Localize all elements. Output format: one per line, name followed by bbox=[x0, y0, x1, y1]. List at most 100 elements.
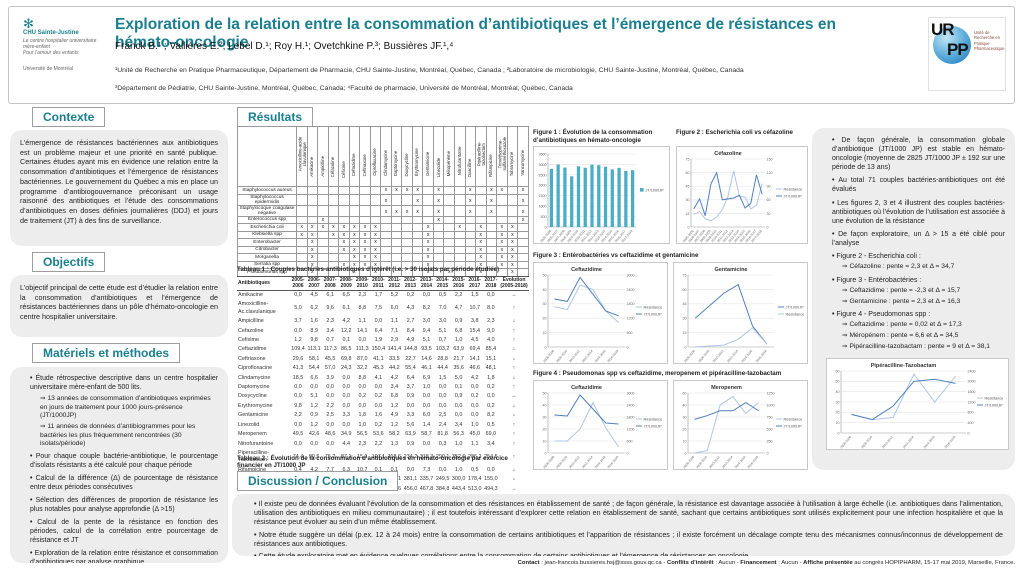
matrix-cell: x bbox=[338, 238, 350, 247]
bacteria-antibiotic-matrix: Amoxicilline-acide clavulanique Amikacine… bbox=[237, 126, 529, 277]
table2-value-cell: 74,4 bbox=[292, 453, 304, 460]
matrix-cell bbox=[348, 193, 361, 206]
header: ✻ CHU Sainte-Justine Le centre hospitali… bbox=[8, 6, 1015, 104]
matrix-cell bbox=[369, 193, 382, 206]
matrix-cell bbox=[390, 245, 403, 255]
table2-value-cell: 6,0 bbox=[422, 412, 431, 419]
table2-value-cell: 15,4 bbox=[469, 327, 480, 334]
table2-antibiotic-name: Cefazoline bbox=[238, 327, 264, 334]
matrix-cell: x bbox=[380, 186, 392, 195]
table2-value-cell: 0,7 bbox=[438, 337, 447, 344]
svg-text:Pipéracilline-Tazobactam: Pipéracilline-Tazobactam bbox=[871, 363, 937, 369]
table2-value-cell: 57,0 bbox=[324, 365, 336, 372]
table2-value-cell: 5,0 bbox=[294, 305, 302, 312]
table2-value-cell: 1,2 bbox=[294, 337, 302, 344]
matrix-cell bbox=[411, 223, 424, 232]
svg-text:Résistance: Résistance bbox=[786, 312, 805, 316]
table2-value-cell: 56,5 bbox=[357, 431, 368, 438]
table2-value-cell: 81,8 bbox=[437, 431, 448, 438]
matrix-cell bbox=[453, 186, 466, 195]
table2-value-cell: 1,0 bbox=[454, 337, 463, 344]
table2-value-cell: 87,1 bbox=[340, 453, 352, 460]
matrix-cell bbox=[338, 253, 350, 262]
matrix-cell bbox=[443, 253, 455, 262]
table2-antibiotic-name: Linezolid bbox=[238, 421, 260, 428]
footer-value[interactable]: : jean-francois.bussieres.hsj@ssss.gouv.… bbox=[539, 560, 667, 566]
table2-value-cell: 118,6 bbox=[387, 453, 401, 460]
svg-text:1200: 1200 bbox=[968, 400, 976, 404]
matrix-cell: x bbox=[485, 204, 498, 217]
svg-text:Résistance: Résistance bbox=[644, 417, 663, 421]
table2-value-cell: 1,5 bbox=[470, 292, 479, 298]
matrix-bacteria-name: Enterobacter bbox=[237, 238, 297, 247]
svg-text:3000: 3000 bbox=[539, 163, 547, 167]
table2-value-cell: 1,1 bbox=[358, 318, 367, 325]
matrix-cell: x bbox=[348, 223, 361, 232]
table2-value-cell: 150,4 bbox=[371, 346, 386, 353]
matrix-cell bbox=[464, 253, 477, 262]
objectifs-panel: L’objectif principal de cette étude est … bbox=[10, 275, 228, 337]
matrix-antibiotic-header: Céfixime bbox=[338, 126, 350, 187]
table2-value-cell: 0,0 bbox=[310, 440, 318, 447]
table2-value-cell: 58,7 bbox=[421, 431, 432, 438]
svg-text:45: 45 bbox=[683, 302, 687, 306]
chu-sainte-justine-logo: ✻ CHU Sainte-Justine Le centre hospitali… bbox=[23, 17, 105, 97]
methodes-bullet-item: Sélection des différences de proportion … bbox=[30, 497, 218, 515]
table2-year-header: 2008- 2009 bbox=[338, 276, 355, 291]
table2-value-cell: 0,0 bbox=[326, 421, 334, 428]
table2-year-header: 2016- 2017 bbox=[466, 276, 483, 291]
table2-value-cell: 48,1 bbox=[485, 365, 497, 372]
table2-value-cell: 0,0 bbox=[342, 384, 350, 391]
discussion-bullet-item: Cette étude exploratoire met en évidence… bbox=[254, 552, 1003, 556]
matrix-cell bbox=[443, 238, 455, 247]
table2-value-cell: 53,6 bbox=[373, 431, 384, 438]
table2-value-cell: 6,9 bbox=[422, 374, 431, 381]
svg-text:30: 30 bbox=[767, 212, 771, 216]
matrix-row: Enterobacter x x x x x x x x x bbox=[237, 238, 529, 247]
table2-value-cell: 85,4 bbox=[485, 346, 497, 353]
matrix-cell: x bbox=[432, 186, 445, 195]
svg-text:Ceftazidime: Ceftazidime bbox=[571, 267, 602, 273]
table2-value-cell: 0,0 bbox=[438, 393, 447, 400]
matrix-cell: x bbox=[380, 193, 392, 206]
table2-value-cell: 3,0 bbox=[422, 318, 431, 325]
matrix-cell: x bbox=[422, 230, 434, 240]
table2-value-cell: 109,4 bbox=[291, 346, 305, 353]
table2-year-header: 2013- 2014 bbox=[418, 276, 435, 291]
matrix-cell bbox=[422, 215, 434, 225]
matrix-antibiotic-header: Amoxicilline-acide clavulanique bbox=[296, 126, 308, 187]
matrix-cell bbox=[475, 193, 487, 206]
footer-value: : Aucun - bbox=[713, 560, 741, 566]
table2-value-cell: 0,0 bbox=[310, 384, 318, 391]
table2-value-cell: 3,4 bbox=[390, 384, 399, 391]
matrix-antibiotic-header: Daptomycine bbox=[390, 126, 403, 187]
matrix-cell: x bbox=[327, 223, 340, 232]
table-row: Ciprofloxacine 41,3 54,4 57,0 24,3 32,2 45,3 44… bbox=[237, 364, 529, 373]
matrix-cell: x bbox=[306, 253, 319, 262]
matrix-cell bbox=[432, 245, 445, 255]
table2-value-cell: 0,9 bbox=[406, 393, 415, 400]
methodes-bullet-item: Calcul de la différence (Δ) de pourcenta… bbox=[30, 475, 218, 493]
matrix-cell bbox=[485, 215, 498, 225]
table-row: Linezolid 0,0 1,2 0,0 0,0 1,0 0,2 1,2 5,6 1,4 2,4 3… bbox=[237, 421, 529, 430]
table2-value-cell: 0,2 bbox=[487, 402, 495, 409]
matrix-cell bbox=[317, 204, 329, 217]
matrix-cell bbox=[296, 253, 308, 262]
matrix-cell bbox=[390, 223, 403, 232]
matrix-antibiotic-header: Doxycycline bbox=[401, 126, 413, 187]
table2-value-cell: 0,1 bbox=[374, 466, 383, 473]
matrix-bacteria-name: Citrobacter bbox=[237, 245, 297, 255]
matrix-cell bbox=[338, 193, 350, 206]
matrix-cell bbox=[401, 223, 413, 232]
table-row: Doxycycline 0,0 5,1 0,0 0,0 0,2 0,2 6,8 0,9 0,0 0,… bbox=[237, 392, 529, 401]
findings-panel: De façon générale, la consommation globa… bbox=[812, 128, 1015, 470]
affiliation-line-1: ¹Unité de Recherche en Pratique Pharmace… bbox=[115, 67, 744, 74]
svg-text:60: 60 bbox=[767, 198, 771, 202]
matrix-cell: x bbox=[401, 186, 413, 195]
table2-value-cell: 0,2 bbox=[470, 393, 479, 400]
matrix-cell bbox=[443, 186, 455, 195]
matrix-antibiotic-header: Céfazoline bbox=[327, 126, 340, 187]
matrix-cell bbox=[422, 186, 434, 195]
matrix-cell bbox=[327, 186, 340, 195]
